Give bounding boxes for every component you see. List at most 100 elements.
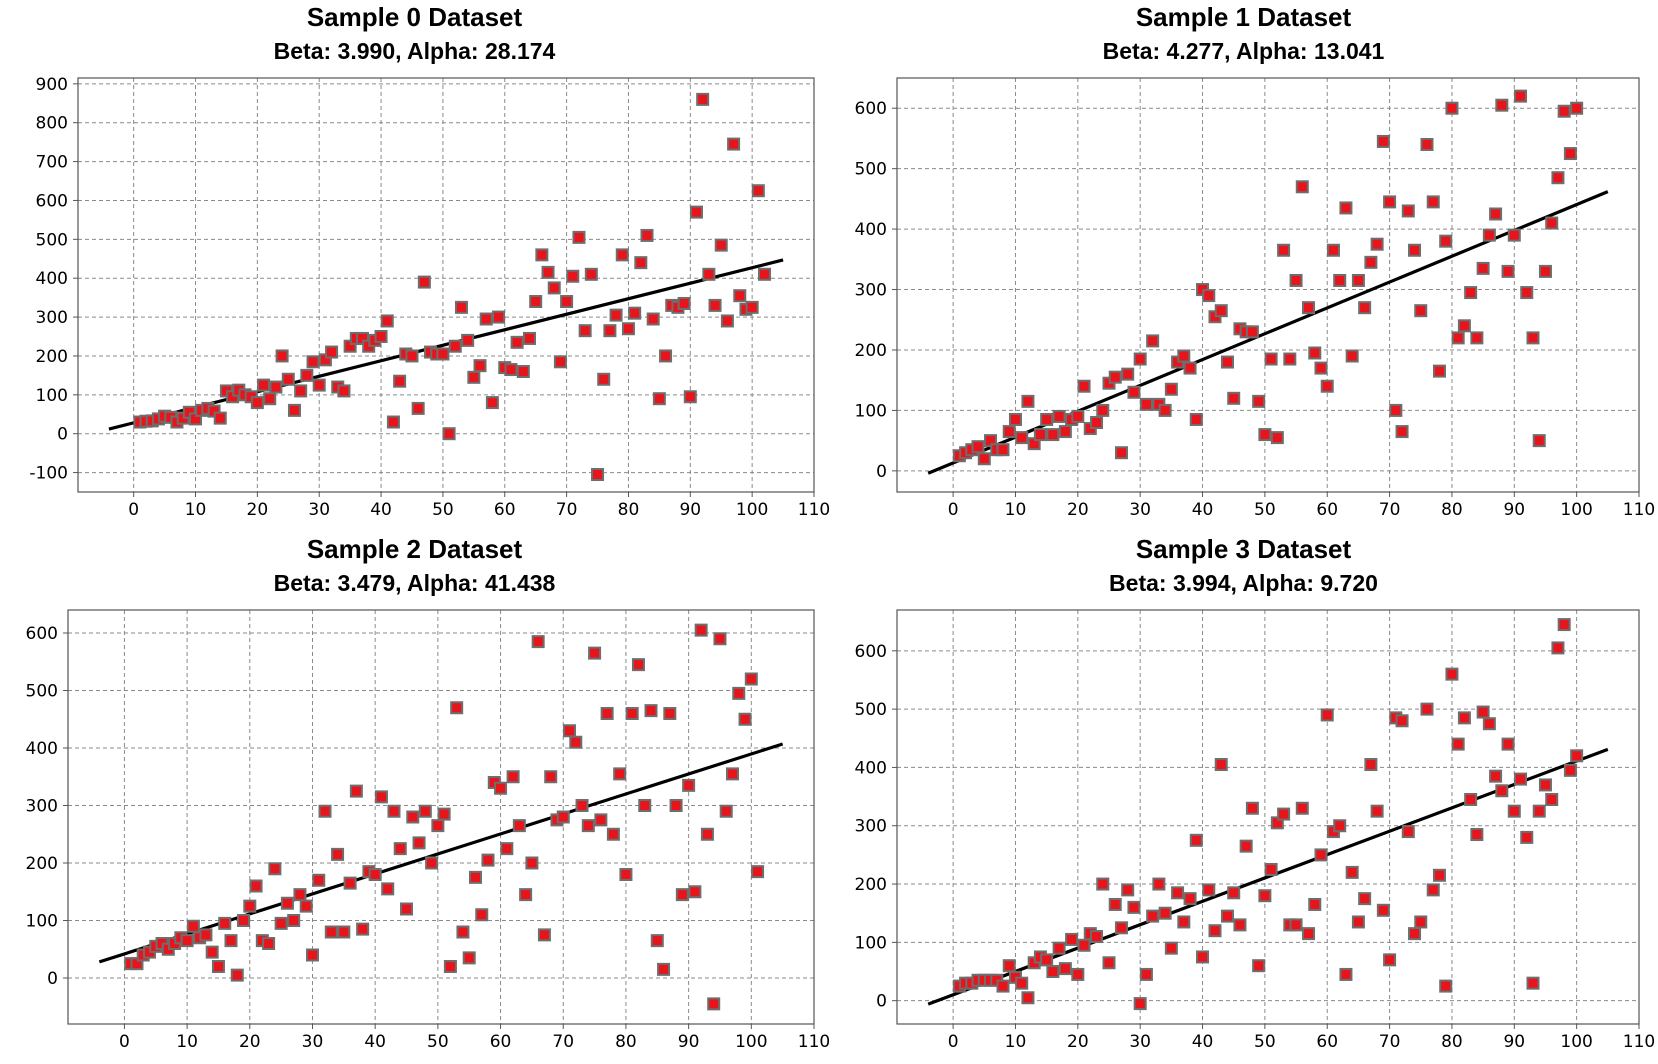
data-point: [688, 885, 702, 899]
data-point: [1532, 434, 1546, 448]
data-point: [481, 853, 495, 867]
data-point: [1570, 101, 1584, 115]
x-tick-label: 0: [948, 500, 959, 520]
data-point: [1258, 889, 1272, 903]
data-point: [1183, 361, 1197, 375]
data-point: [380, 314, 394, 328]
data-point: [1295, 180, 1309, 194]
data-point: [448, 339, 462, 353]
data-point: [305, 948, 319, 962]
data-point: [230, 968, 244, 982]
data-point: [237, 914, 251, 927]
chart-title: Sample 1 Dataset: [1135, 2, 1352, 32]
data-point: [541, 265, 555, 279]
data-point: [205, 945, 219, 959]
data-point: [263, 392, 277, 406]
data-point: [1177, 349, 1191, 363]
data-point: [713, 632, 727, 646]
data-point: [696, 92, 710, 106]
data-point: [1401, 204, 1415, 218]
data-point: [1507, 228, 1521, 242]
x-tick-label: 90: [679, 500, 701, 520]
data-point: [745, 300, 759, 314]
data-point: [744, 672, 758, 686]
data-point: [1302, 301, 1316, 315]
data-point: [1414, 304, 1428, 318]
data-point: [1152, 877, 1166, 891]
data-point: [1046, 965, 1060, 979]
data-point: [1520, 830, 1534, 844]
data-point: [1414, 915, 1428, 929]
data-point: [356, 922, 370, 936]
data-point: [529, 295, 543, 309]
data-point: [1501, 737, 1515, 751]
data-point: [1445, 667, 1459, 681]
data-point: [1227, 886, 1241, 900]
data-point: [683, 390, 697, 404]
x-tick-label: 30: [302, 1032, 324, 1052]
x-tick-label: 10: [1005, 500, 1027, 520]
x-tick-label: 70: [552, 1032, 574, 1052]
chart-title: Sample 0 Dataset: [306, 2, 523, 32]
x-tick-label: 110: [798, 500, 830, 520]
data-point: [280, 896, 294, 910]
data-point: [1501, 264, 1515, 278]
data-point: [1121, 883, 1135, 897]
data-point: [374, 790, 388, 804]
data-point: [1252, 394, 1266, 408]
data-point: [652, 392, 666, 406]
x-tick-label: 20: [1067, 500, 1089, 520]
data-point: [613, 767, 627, 781]
data-point: [702, 267, 716, 281]
data-point: [1214, 758, 1228, 772]
data-point: [1495, 98, 1509, 112]
data-point: [343, 876, 357, 890]
data-point: [1252, 959, 1266, 973]
data-point: [1058, 962, 1072, 976]
x-tick-label: 100: [1560, 500, 1592, 520]
y-tick-label: 300: [36, 308, 68, 328]
data-point: [406, 810, 420, 824]
regression-line: [108, 258, 784, 431]
y-tick-label: 400: [855, 758, 887, 778]
data-point: [644, 704, 658, 718]
data-point: [1451, 737, 1465, 751]
data-point: [431, 819, 445, 833]
data-point: [436, 347, 450, 361]
data-point: [1040, 412, 1054, 426]
data-point: [224, 934, 238, 948]
data-point: [417, 275, 431, 289]
plot-svg: 0 10 20 30 40 50 60 70 80 90 100 110 0 100 200 300 400 50…: [26, 609, 830, 1052]
data-point: [1457, 711, 1471, 725]
data-point: [325, 345, 339, 359]
data-point: [707, 997, 721, 1011]
data-point: [1277, 243, 1291, 257]
data-point: [1383, 953, 1397, 967]
data-point: [1002, 959, 1016, 973]
data-point: [1339, 201, 1353, 215]
data-point: [462, 951, 476, 965]
data-point: [1507, 804, 1521, 818]
data-point: [758, 267, 772, 281]
data-point: [1164, 941, 1178, 955]
x-tick-label: 50: [1254, 500, 1276, 520]
data-point: [1245, 325, 1259, 339]
data-point: [312, 378, 326, 392]
x-tick-label: 80: [618, 500, 640, 520]
data-point: [663, 707, 677, 720]
data-point: [996, 979, 1010, 993]
x-tick-label: 110: [798, 1032, 830, 1052]
data-point: [1077, 379, 1091, 393]
data-point: [1514, 772, 1528, 786]
data-point: [1426, 195, 1440, 209]
x-tick-label: 80: [1441, 500, 1463, 520]
data-point: [1358, 301, 1372, 315]
data-point: [1364, 758, 1378, 772]
data-point: [1015, 976, 1029, 990]
data-point: [456, 925, 470, 939]
data-point: [512, 819, 526, 833]
data-point: [213, 411, 227, 425]
data-point: [1370, 804, 1384, 818]
data-point: [646, 312, 660, 326]
data-point: [1376, 134, 1390, 148]
